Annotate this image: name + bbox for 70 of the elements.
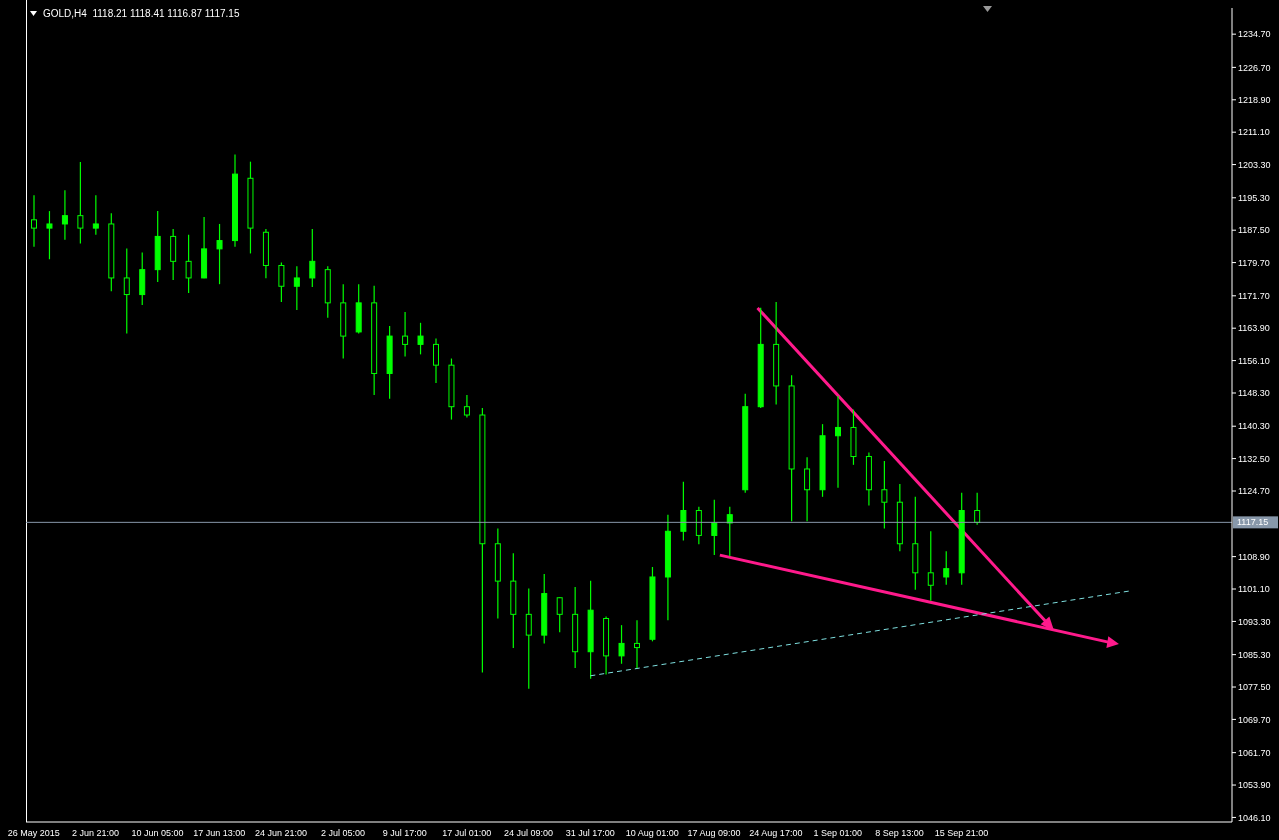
y-tick-label: 1069.70 bbox=[1238, 714, 1271, 725]
candlestick bbox=[77, 161, 84, 245]
candlestick bbox=[680, 481, 687, 542]
x-tick-label: 31 Jul 17:00 bbox=[565, 828, 615, 839]
x-tick-label: 2 Jul 05:00 bbox=[320, 828, 365, 839]
candlestick bbox=[61, 189, 68, 241]
y-tick-label: 1077.50 bbox=[1238, 682, 1271, 693]
y-tick-label: 1053.90 bbox=[1238, 780, 1271, 791]
x-tick-label: 24 Jun 21:00 bbox=[255, 828, 308, 839]
candlestick bbox=[463, 394, 470, 419]
x-tick-label: 24 Aug 17:00 bbox=[749, 828, 803, 839]
ref-line-label: 1117.15 bbox=[1237, 517, 1269, 528]
candlestick bbox=[216, 223, 223, 285]
x-tick-label: 17 Aug 09:00 bbox=[687, 828, 741, 839]
y-tick-label: 1132.50 bbox=[1238, 453, 1270, 464]
candlestick bbox=[974, 492, 981, 526]
candlestick bbox=[927, 530, 934, 602]
y-tick-label: 1085.30 bbox=[1238, 649, 1271, 660]
candlestick bbox=[46, 210, 53, 260]
x-tick-label: 17 Jun 13:00 bbox=[193, 828, 246, 839]
y-tick-label: 1195.30 bbox=[1238, 192, 1270, 203]
x-tick-label: 2 Jun 21:00 bbox=[72, 828, 120, 839]
x-tick-label: 10 Aug 01:00 bbox=[625, 828, 679, 839]
y-tick-label: 1234.70 bbox=[1238, 29, 1271, 40]
candlestick bbox=[278, 261, 285, 303]
y-tick-label: 1163.90 bbox=[1238, 323, 1270, 334]
y-tick-label: 1187.50 bbox=[1238, 225, 1270, 236]
candlestick bbox=[726, 506, 733, 557]
x-tick-label: 1 Sep 01:00 bbox=[813, 828, 862, 839]
y-tick-label: 1156.10 bbox=[1238, 355, 1270, 366]
x-tick-label: 24 Jul 09:00 bbox=[503, 828, 554, 839]
x-tick-label: 15 Sep 21:00 bbox=[934, 828, 989, 839]
candlestick bbox=[293, 265, 300, 311]
candlestick bbox=[402, 311, 409, 358]
candlestick bbox=[309, 228, 316, 288]
candlestick bbox=[711, 499, 718, 556]
y-tick-label: 1061.70 bbox=[1238, 747, 1271, 758]
candlestick bbox=[618, 624, 625, 665]
y-tick-label: 1226.70 bbox=[1238, 62, 1271, 73]
chart-title: GOLD,H4 1118.21 1118.41 1116.87 1117.15 bbox=[43, 8, 240, 19]
candlestick bbox=[525, 588, 532, 690]
y-tick-label: 1171.70 bbox=[1238, 291, 1270, 301]
y-tick-label: 1046.10 bbox=[1238, 812, 1271, 823]
candlestick bbox=[943, 550, 950, 586]
x-tick-label: 9 Jul 17:00 bbox=[382, 828, 427, 839]
candlestick bbox=[556, 596, 563, 633]
candlestick bbox=[31, 194, 37, 248]
y-tick-label: 1179.70 bbox=[1238, 257, 1270, 268]
y-tick-label: 1218.90 bbox=[1238, 94, 1271, 105]
x-tick-label: 26 May 2015 bbox=[7, 828, 60, 839]
x-tick-label: 17 Jul 01:00 bbox=[442, 828, 492, 839]
candlestick bbox=[433, 337, 439, 384]
candlestick bbox=[185, 234, 192, 294]
y-tick-label: 1211.10 bbox=[1238, 127, 1270, 138]
candlestick bbox=[92, 194, 99, 236]
candlestick bbox=[417, 322, 424, 355]
x-tick-label: 8 Sep 13:00 bbox=[875, 828, 924, 839]
y-tick-label: 1203.30 bbox=[1238, 159, 1271, 170]
candlestick bbox=[634, 619, 640, 669]
y-tick-label: 1124.70 bbox=[1238, 486, 1270, 497]
x-tick-label: 10 Jun 05:00 bbox=[131, 828, 184, 839]
candlestick bbox=[804, 456, 811, 522]
candlestick bbox=[835, 395, 841, 489]
y-tick-label: 1093.30 bbox=[1238, 616, 1271, 627]
y-tick-label: 1140.30 bbox=[1238, 421, 1270, 432]
y-tick-label: 1108.90 bbox=[1238, 551, 1270, 562]
candlestick bbox=[123, 247, 130, 335]
y-tick-label: 1101.10 bbox=[1238, 584, 1270, 595]
y-tick-label: 1148.30 bbox=[1238, 388, 1270, 399]
candlestick bbox=[881, 460, 888, 529]
